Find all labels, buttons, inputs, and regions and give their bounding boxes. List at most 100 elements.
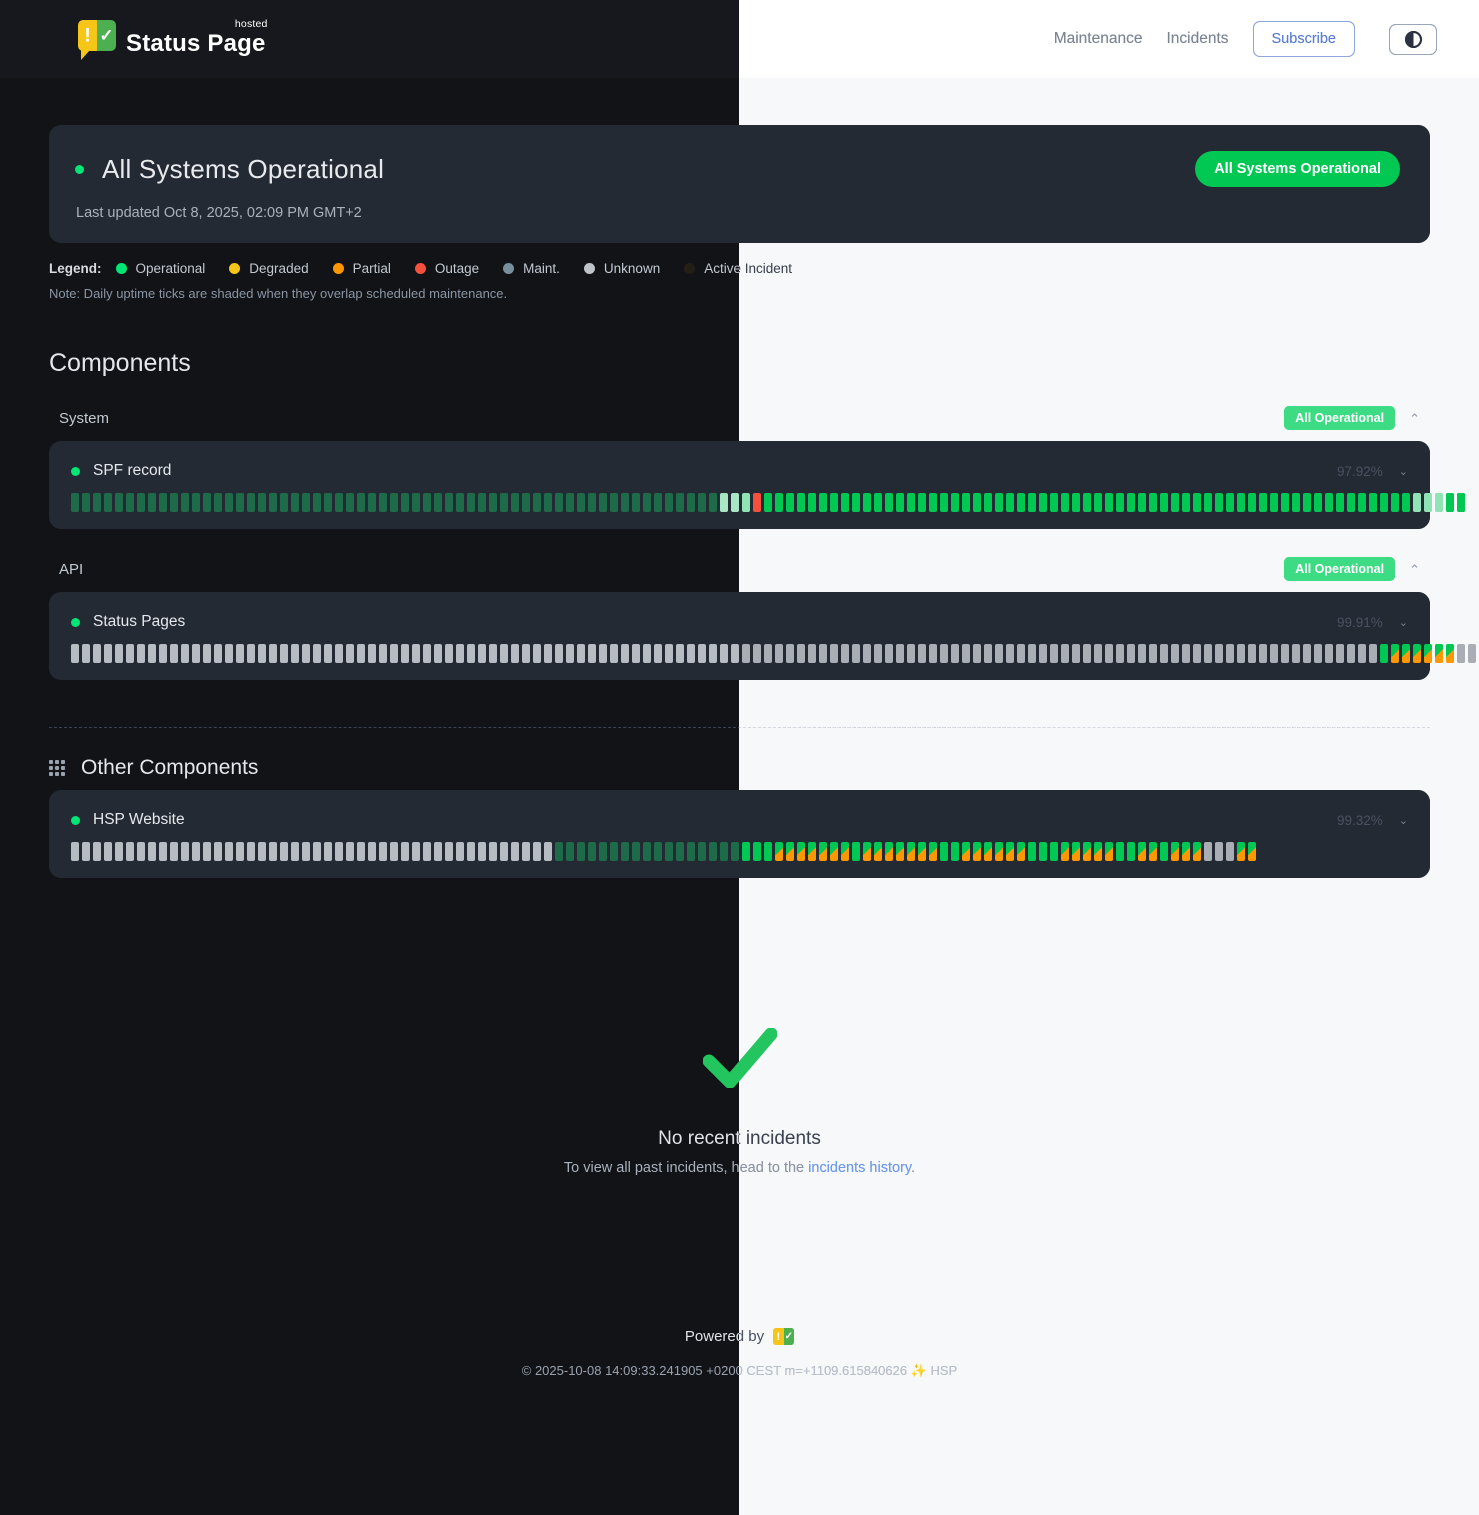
uptime-tick-op[interactable] bbox=[940, 842, 948, 861]
uptime-tick-unk[interactable] bbox=[258, 644, 266, 663]
uptime-tick-op[interactable] bbox=[335, 493, 343, 512]
uptime-tick-unk[interactable] bbox=[1303, 644, 1311, 663]
uptime-tick-op[interactable] bbox=[456, 493, 464, 512]
uptime-tick-op[interactable] bbox=[533, 493, 541, 512]
uptime-tick-op[interactable] bbox=[1105, 493, 1113, 512]
uptime-tick-unk[interactable] bbox=[302, 644, 310, 663]
uptime-tick-maint[interactable] bbox=[742, 493, 750, 512]
uptime-tick-split[interactable] bbox=[896, 842, 904, 861]
uptime-tick-op[interactable] bbox=[467, 493, 475, 512]
uptime-tick-unk[interactable] bbox=[533, 842, 541, 861]
uptime-tick-unk[interactable] bbox=[181, 842, 189, 861]
uptime-tick-unk[interactable] bbox=[148, 842, 156, 861]
uptime-tick-unk[interactable] bbox=[280, 644, 288, 663]
uptime-tick-op[interactable] bbox=[918, 493, 926, 512]
uptime-tick-unk[interactable] bbox=[577, 644, 585, 663]
uptime-tick-op[interactable] bbox=[709, 493, 717, 512]
uptime-tick-unk[interactable] bbox=[313, 842, 321, 861]
uptime-tick-op[interactable] bbox=[313, 493, 321, 512]
uptime-tick-outage[interactable] bbox=[753, 493, 761, 512]
uptime-tick-unk[interactable] bbox=[918, 644, 926, 663]
uptime-tick-unk[interactable] bbox=[632, 644, 640, 663]
uptime-tick-op[interactable] bbox=[192, 493, 200, 512]
uptime-tick-op[interactable] bbox=[544, 493, 552, 512]
uptime-tick-split[interactable] bbox=[1391, 644, 1399, 663]
uptime-tick-unk[interactable] bbox=[192, 842, 200, 861]
uptime-tick-unk[interactable] bbox=[621, 644, 629, 663]
uptime-tick-unk[interactable] bbox=[1116, 644, 1124, 663]
uptime-tick-unk[interactable] bbox=[1457, 644, 1465, 663]
uptime-tick-op[interactable] bbox=[588, 842, 596, 861]
uptime-tick-unk[interactable] bbox=[93, 842, 101, 861]
uptime-tick-unk[interactable] bbox=[984, 644, 992, 663]
uptime-tick-unk[interactable] bbox=[929, 644, 937, 663]
uptime-tick-unk[interactable] bbox=[511, 644, 519, 663]
uptime-tick-op[interactable] bbox=[632, 493, 640, 512]
uptime-tick-unk[interactable] bbox=[291, 842, 299, 861]
uptime-tick-unk[interactable] bbox=[830, 644, 838, 663]
uptime-tick-unk[interactable] bbox=[1149, 644, 1157, 663]
uptime-tick-op[interactable] bbox=[885, 493, 893, 512]
uptime-tick-unk[interactable] bbox=[863, 644, 871, 663]
uptime-tick-op[interactable] bbox=[423, 493, 431, 512]
chevron-icon[interactable]: ⌄ bbox=[1398, 814, 1408, 827]
uptime-tick-op[interactable] bbox=[500, 493, 508, 512]
uptime-tick-unk[interactable] bbox=[544, 644, 552, 663]
uptime-tick-unk[interactable] bbox=[907, 644, 915, 663]
uptime-tick-op[interactable] bbox=[621, 842, 629, 861]
uptime-tick-unk[interactable] bbox=[973, 644, 981, 663]
uptime-tick-unk[interactable] bbox=[1281, 644, 1289, 663]
uptime-tick-split[interactable] bbox=[786, 842, 794, 861]
uptime-tick-unk[interactable] bbox=[93, 644, 101, 663]
uptime-tick-split[interactable] bbox=[885, 842, 893, 861]
uptime-tick-unk[interactable] bbox=[610, 644, 618, 663]
uptime-tick-unk[interactable] bbox=[709, 644, 717, 663]
uptime-tick-op[interactable] bbox=[1006, 493, 1014, 512]
uptime-tick-op[interactable] bbox=[203, 493, 211, 512]
uptime-tick-unk[interactable] bbox=[599, 644, 607, 663]
uptime-tick-split[interactable] bbox=[1424, 644, 1432, 663]
uptime-tick-unk[interactable] bbox=[1215, 644, 1223, 663]
uptime-tick-unk[interactable] bbox=[456, 644, 464, 663]
uptime-tick-unk[interactable] bbox=[1039, 644, 1047, 663]
uptime-tick-split[interactable] bbox=[1435, 644, 1443, 663]
uptime-tick-unk[interactable] bbox=[1358, 644, 1366, 663]
uptime-tick-op[interactable] bbox=[522, 493, 530, 512]
uptime-tick-op[interactable] bbox=[610, 493, 618, 512]
uptime-tick-op[interactable] bbox=[181, 493, 189, 512]
uptime-tick-unk[interactable] bbox=[731, 644, 739, 663]
uptime-tick-unk[interactable] bbox=[1468, 644, 1476, 663]
uptime-tick-op[interactable] bbox=[852, 842, 860, 861]
uptime-tick-op[interactable] bbox=[280, 493, 288, 512]
uptime-tick-unk[interactable] bbox=[786, 644, 794, 663]
uptime-tick-op[interactable] bbox=[1391, 493, 1399, 512]
uptime-tick-split[interactable] bbox=[1094, 842, 1102, 861]
uptime-tick-unk[interactable] bbox=[1061, 644, 1069, 663]
uptime-tick-unk[interactable] bbox=[324, 842, 332, 861]
uptime-tick-split[interactable] bbox=[995, 842, 1003, 861]
uptime-tick-op[interactable] bbox=[643, 493, 651, 512]
uptime-tick-unk[interactable] bbox=[269, 644, 277, 663]
uptime-tick-op[interactable] bbox=[137, 493, 145, 512]
uptime-tick-op[interactable] bbox=[874, 493, 882, 512]
uptime-tick-op[interactable] bbox=[1347, 493, 1355, 512]
uptime-tick-unk[interactable] bbox=[1248, 644, 1256, 663]
uptime-tick-unk[interactable] bbox=[412, 842, 420, 861]
uptime-tick-unk[interactable] bbox=[1138, 644, 1146, 663]
uptime-tick-op[interactable] bbox=[687, 842, 695, 861]
uptime-tick-op[interactable] bbox=[676, 493, 684, 512]
uptime-tick-unk[interactable] bbox=[368, 842, 376, 861]
uptime-tick-op[interactable] bbox=[566, 493, 574, 512]
uptime-tick-op[interactable] bbox=[1336, 493, 1344, 512]
theme-toggle-button[interactable] bbox=[1389, 23, 1437, 55]
uptime-tick-maint[interactable] bbox=[720, 493, 728, 512]
uptime-tick-op[interactable] bbox=[676, 842, 684, 861]
uptime-tick-unk[interactable] bbox=[390, 842, 398, 861]
uptime-tick-op[interactable] bbox=[1083, 493, 1091, 512]
uptime-tick-unk[interactable] bbox=[379, 644, 387, 663]
chevron-up-icon[interactable]: ⌃ bbox=[1409, 410, 1420, 426]
uptime-tick-unk[interactable] bbox=[742, 644, 750, 663]
uptime-tick-unk[interactable] bbox=[236, 644, 244, 663]
uptime-tick-op[interactable] bbox=[1270, 493, 1278, 512]
uptime-tick-unk[interactable] bbox=[126, 842, 134, 861]
